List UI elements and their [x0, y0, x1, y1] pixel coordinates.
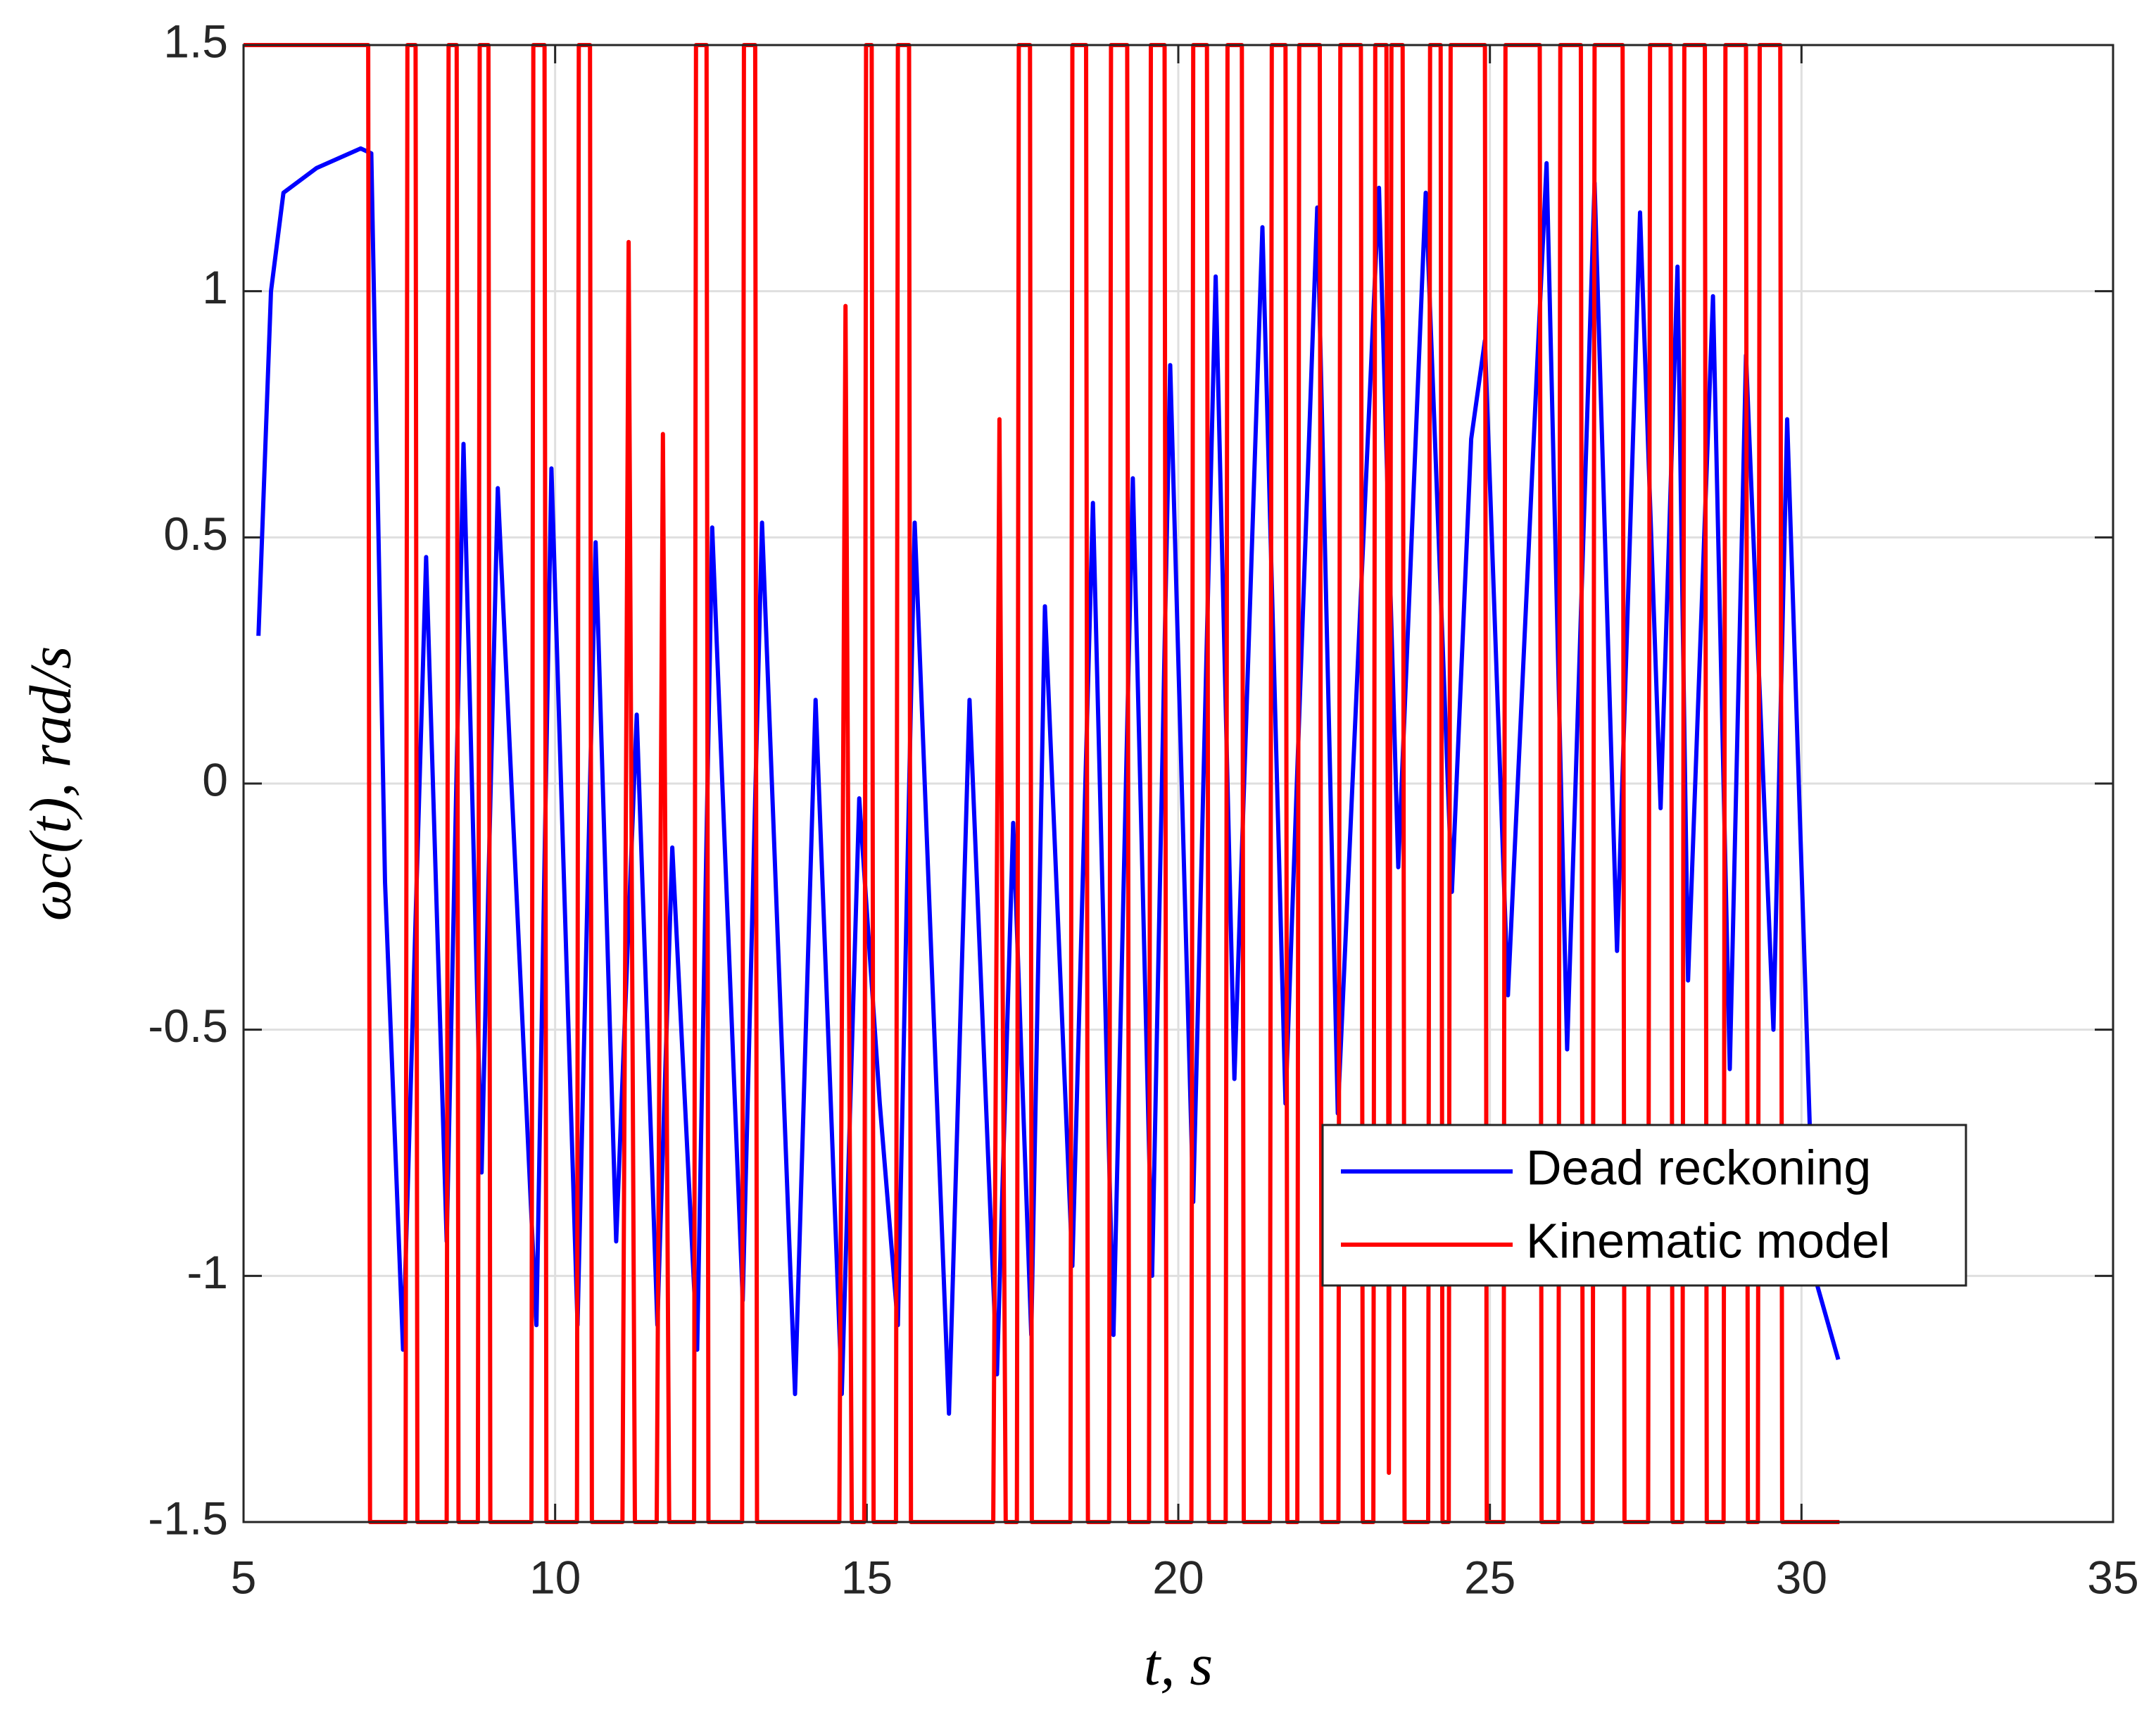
x-tick-label: 25: [1464, 1551, 1515, 1603]
y-tick-label: -0.5: [148, 1000, 228, 1052]
y-tick-label: 0.5: [163, 508, 228, 560]
plot-frame: [242, 44, 2114, 1523]
legend-label: Kinematic model: [1526, 1213, 1890, 1268]
x-tick-label: 15: [841, 1551, 893, 1603]
y-tick-label: 0: [202, 753, 228, 805]
y-axis-label: ωc(t), rad/s: [18, 646, 83, 922]
y-tick-label: -1: [187, 1246, 228, 1298]
x-axis-label: t, s: [1144, 1632, 1213, 1697]
y-tick-label: -1.5: [148, 1492, 228, 1544]
x-tick-label: 30: [1776, 1551, 1827, 1603]
x-tick-label: 10: [529, 1551, 581, 1603]
x-tick-label: 5: [231, 1551, 257, 1603]
y-tick-label: 1: [202, 261, 228, 313]
y-tick-label: 1.5: [163, 15, 228, 67]
x-tick-label: 35: [2087, 1551, 2138, 1603]
legend-box: [1321, 1124, 1967, 1287]
legend-label: Dead reckoning: [1526, 1140, 1871, 1195]
x-tick-label: 20: [1152, 1551, 1204, 1603]
